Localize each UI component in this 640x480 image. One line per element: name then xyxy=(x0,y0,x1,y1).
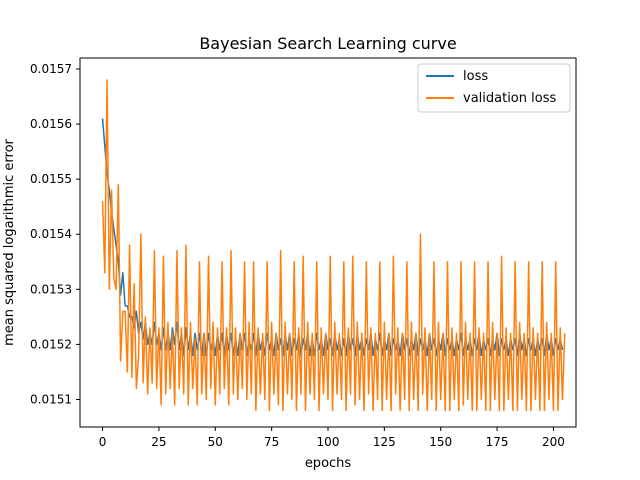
y-tick-label: 0.0154 xyxy=(30,227,72,241)
x-tick-label: 50 xyxy=(208,435,223,449)
y-tick-label: 0.0151 xyxy=(30,392,72,406)
plot-frame xyxy=(79,57,577,428)
x-tick-label: 200 xyxy=(542,435,565,449)
legend-box xyxy=(417,63,571,113)
y-tick-label: 0.0155 xyxy=(30,172,72,186)
y-tick-label: 0.0156 xyxy=(30,117,72,131)
x-tick-label: 100 xyxy=(317,435,340,449)
y-tick-label: 0.0153 xyxy=(30,282,72,296)
legend: loss validation loss xyxy=(417,63,571,113)
x-axis-ticks: 0 25 50 75 100 125 150 175 200 xyxy=(99,427,565,449)
x-tick-label: 125 xyxy=(373,435,396,449)
x-tick-label: 25 xyxy=(151,435,166,449)
x-tick-label: 75 xyxy=(264,435,279,449)
legend-label-loss: loss xyxy=(463,69,488,84)
y-tick-label: 0.0157 xyxy=(30,62,72,76)
plot-area xyxy=(101,79,566,412)
x-axis-label: epochs xyxy=(305,456,352,471)
chart-title: Bayesian Search Learning curve xyxy=(199,34,456,53)
legend-label-validation-loss: validation loss xyxy=(463,91,556,106)
series-lines xyxy=(101,79,566,412)
y-tick-label: 0.0152 xyxy=(30,337,72,351)
y-axis-label: mean squared logarithmic error xyxy=(2,138,17,345)
series-line-validation-loss xyxy=(101,79,566,412)
x-tick-label: 150 xyxy=(429,435,452,449)
y-axis-ticks: 0.0151 0.0152 0.0153 0.0154 0.0155 0.0156 0.01… xyxy=(30,62,80,406)
x-tick-label: 175 xyxy=(486,435,509,449)
x-tick-label: 0 xyxy=(99,435,107,449)
